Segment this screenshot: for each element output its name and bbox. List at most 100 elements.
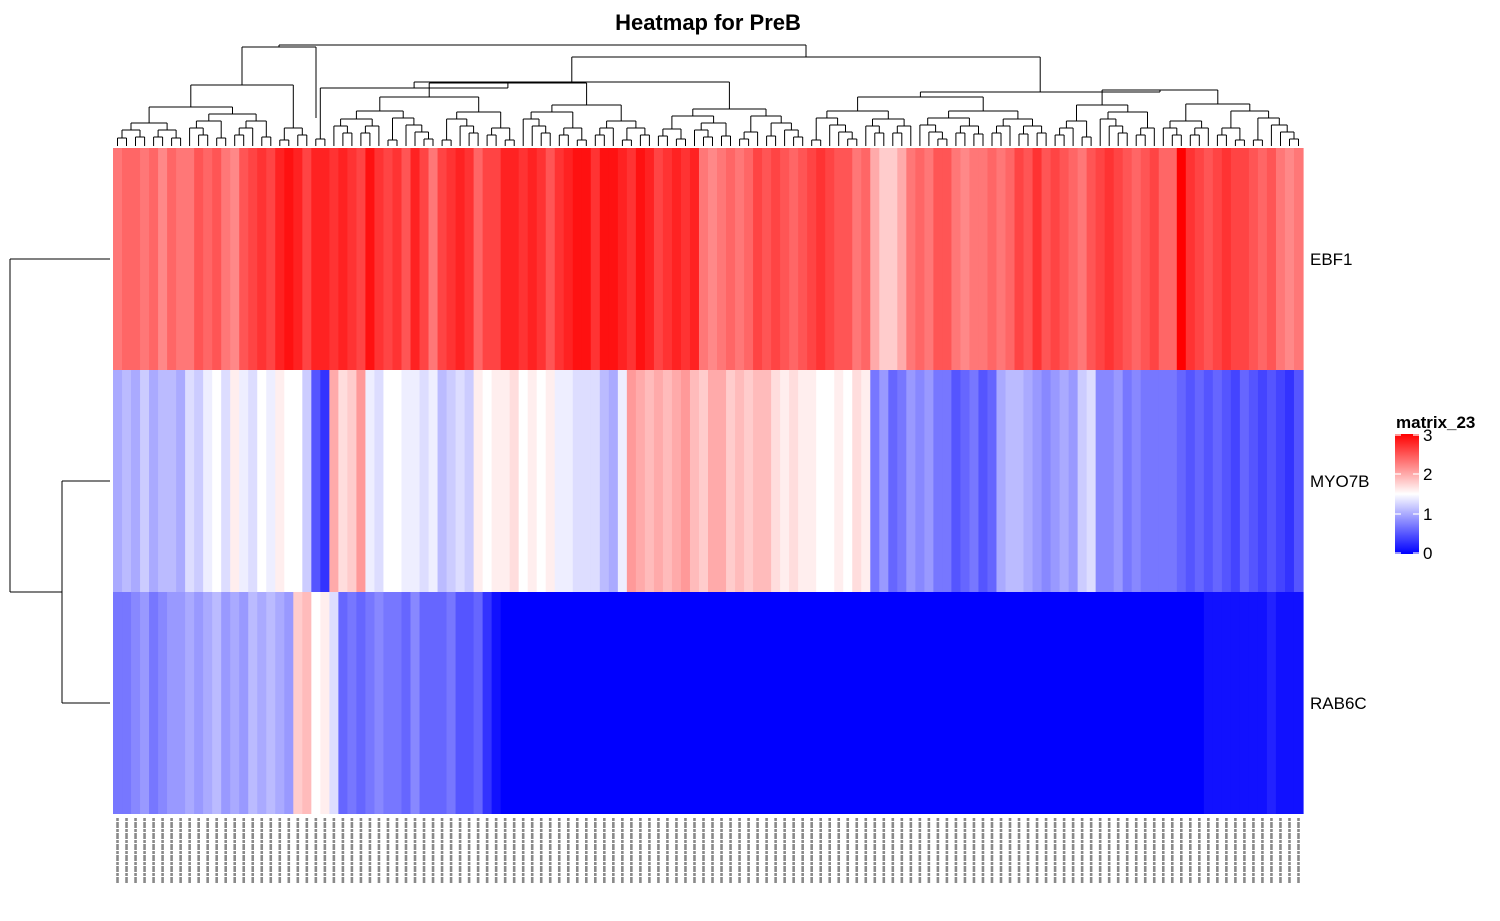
heatmap-cell (365, 148, 376, 370)
heatmap-cell (780, 370, 790, 592)
heatmap-cell (708, 592, 718, 814)
heatmap-cell (996, 148, 1007, 370)
heatmap-cell (825, 592, 835, 814)
heatmap-cell (1185, 148, 1196, 370)
heatmap-cell (257, 592, 267, 814)
heatmap-cell (275, 370, 285, 592)
heatmap-cell (509, 148, 520, 370)
heatmap-cell (1284, 592, 1295, 814)
heatmap-cell (1266, 148, 1277, 370)
heatmap-cell (392, 148, 403, 370)
heatmap-cell (572, 592, 583, 814)
heatmap-cell (843, 370, 853, 592)
heatmap-cell (545, 592, 556, 814)
heatmap-cell (689, 148, 700, 370)
heatmap-cell (293, 592, 303, 814)
heatmap-cell (311, 148, 321, 370)
heatmap-cell (744, 370, 754, 592)
heatmap-cell (320, 148, 330, 370)
heatmap-cell (608, 370, 619, 592)
heatmap-cell (771, 148, 781, 370)
heatmap-cell (338, 370, 348, 592)
heatmap-cell (1212, 370, 1223, 592)
heatmap-cell (284, 592, 294, 814)
heatmap-cell (194, 148, 204, 370)
heatmap-cell (572, 148, 583, 370)
heatmap-cell (1095, 370, 1106, 592)
heatmap-cell (194, 370, 204, 592)
heatmap-cell (960, 148, 971, 370)
heatmap-cell (293, 370, 303, 592)
heatmap-cell (284, 148, 294, 370)
heatmap-cell (1284, 148, 1295, 370)
heatmap-cell (1239, 592, 1250, 814)
heatmap-cell (554, 370, 565, 592)
heatmap-cell (1113, 370, 1124, 592)
heatmap-cell (897, 592, 907, 814)
heatmap-cell (554, 592, 565, 814)
heatmap-cell (500, 148, 511, 370)
heatmap-cell (554, 148, 565, 370)
heatmap-cell (149, 148, 159, 370)
heatmap-cell (1113, 592, 1124, 814)
heatmap-cell (1059, 592, 1070, 814)
heatmap-cell (464, 148, 475, 370)
heatmap-cell (680, 370, 691, 592)
heatmap-cell (446, 370, 457, 592)
heatmap-cell (942, 592, 953, 814)
heatmap-cell (635, 148, 646, 370)
heatmap-cell (798, 592, 808, 814)
heatmap-cell (1104, 148, 1115, 370)
heatmap-cell (753, 592, 763, 814)
heatmap-cell (1185, 592, 1196, 814)
heatmap-cell (780, 148, 790, 370)
heatmap-cell (320, 370, 330, 592)
heatmap-cell (536, 370, 547, 592)
heatmap-cell (1086, 370, 1097, 592)
heatmap-cell (915, 370, 925, 592)
heatmap-cell (1230, 370, 1241, 592)
heatmap-cell (969, 370, 980, 592)
heatmap-cell (879, 592, 889, 814)
heatmap-cell (302, 592, 312, 814)
heatmap-cell (149, 592, 159, 814)
heatmap-cell (1122, 592, 1133, 814)
heatmap-cell (897, 370, 907, 592)
color-legend: matrix_23 3 2 1 0 (1395, 413, 1475, 563)
heatmap-cell (347, 148, 358, 370)
heatmap-cell (951, 148, 962, 370)
heatmap-cell (239, 592, 249, 814)
heatmap-cell (1068, 370, 1079, 592)
heatmap-cell (1077, 148, 1088, 370)
heatmap-cell (1167, 148, 1178, 370)
heatmap-cell (852, 148, 862, 370)
heatmap-cell (1041, 370, 1052, 592)
heatmap-cell (653, 592, 664, 814)
heatmap-cell (230, 370, 240, 592)
heatmap-cell (644, 370, 655, 592)
heatmap-cell (437, 148, 448, 370)
heatmap-cell (852, 370, 862, 592)
heatmap-cell (662, 370, 673, 592)
heatmap-cell (726, 370, 736, 592)
heatmap-cell (221, 148, 231, 370)
heatmap-cell (924, 370, 934, 592)
heatmap-cell (861, 370, 871, 592)
heatmap-cell (942, 370, 953, 592)
heatmap-cell (167, 148, 177, 370)
heatmap-cell (257, 370, 267, 592)
heatmap-cell (365, 370, 376, 592)
heatmap-cell (960, 592, 971, 814)
heatmap-cell (1113, 148, 1124, 370)
heatmap-cell (518, 592, 529, 814)
heatmap-cell (969, 148, 980, 370)
heatmap-cell (708, 148, 718, 370)
heatmap-cell (996, 592, 1007, 814)
heatmap-cell (230, 148, 240, 370)
heatmap-cell (158, 592, 168, 814)
heatmap-cell (455, 592, 466, 814)
heatmap-cell (140, 370, 150, 592)
heatmap-cell (933, 148, 943, 370)
heatmap-cell (1086, 592, 1097, 814)
heatmap-cell (185, 592, 195, 814)
